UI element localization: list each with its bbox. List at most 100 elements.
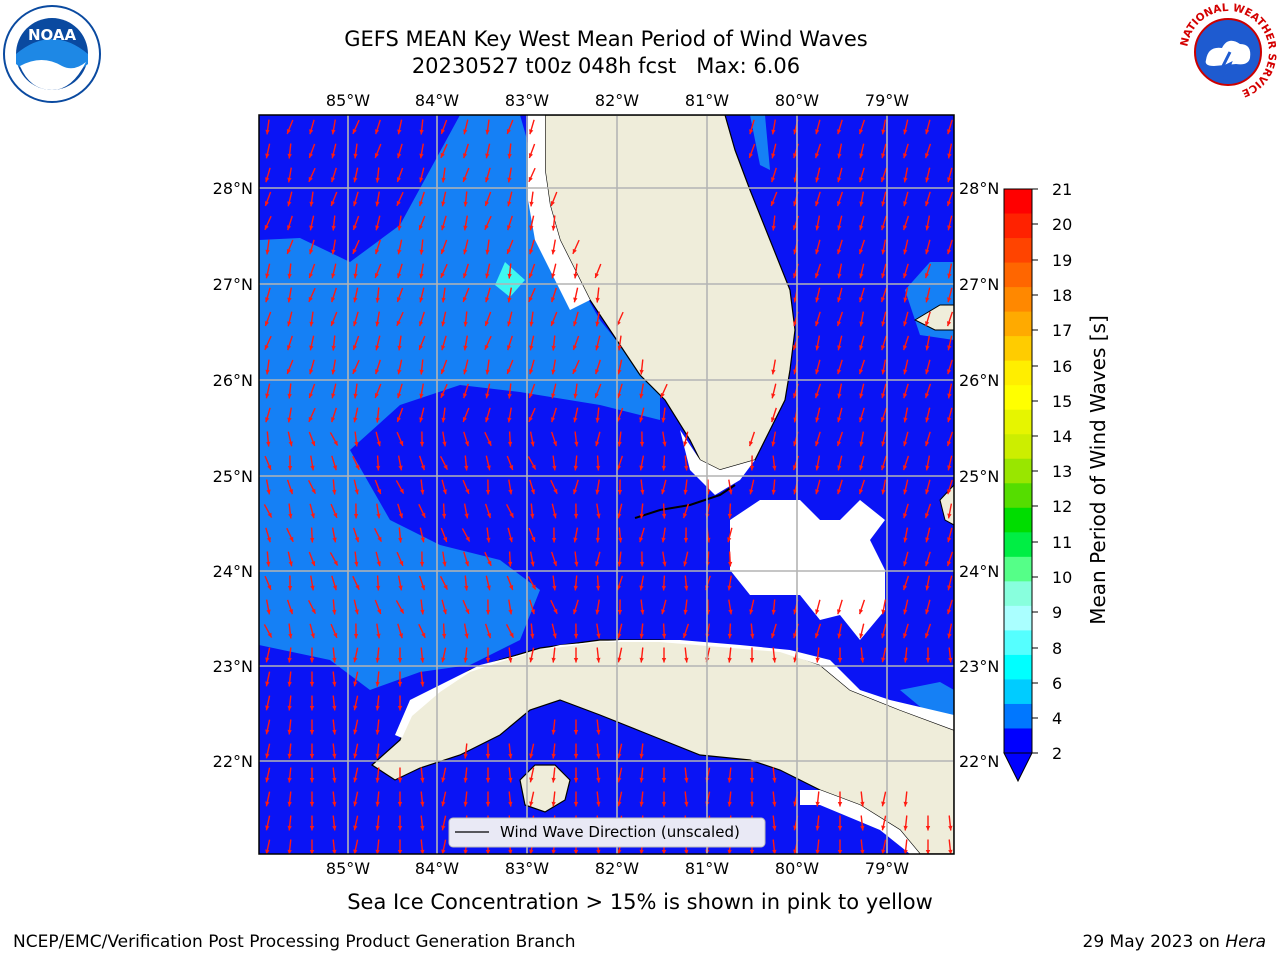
wind-arrow-head bbox=[375, 801, 380, 807]
lat-tick-label: 25°N bbox=[959, 467, 999, 486]
wind-arrow-head bbox=[594, 273, 599, 278]
colorbar-tick-label: 12 bbox=[1052, 497, 1072, 516]
wind-arrow-head bbox=[573, 585, 578, 591]
wind-arrow-head bbox=[507, 273, 512, 279]
wind-arrow-head bbox=[551, 777, 556, 783]
wind-arrow-head bbox=[509, 512, 514, 518]
wind-arrow-head bbox=[903, 825, 908, 831]
wind-arrow-head bbox=[264, 321, 269, 326]
wind-arrow-head bbox=[531, 584, 536, 590]
wind-arrow-head bbox=[353, 657, 358, 663]
wind-arrow-head bbox=[332, 489, 337, 495]
colorbar-tick-label: 2 bbox=[1052, 744, 1062, 763]
wind-arrow-head bbox=[815, 225, 820, 231]
wind-arrow-head bbox=[595, 369, 600, 375]
wind-arrow-head bbox=[353, 825, 358, 831]
wind-arrow-head bbox=[374, 273, 379, 278]
wind-arrow-head bbox=[573, 297, 578, 303]
wind-arrow-head bbox=[529, 753, 534, 759]
wind-arrow-head bbox=[925, 297, 930, 303]
wind-arrow-head bbox=[354, 489, 359, 495]
wind-arrow-head bbox=[332, 465, 337, 471]
wind-arrow-head bbox=[397, 153, 402, 159]
wind-arrow-head bbox=[331, 249, 336, 255]
wind-arrow-head bbox=[837, 633, 842, 639]
wind-arrow-head bbox=[837, 201, 842, 207]
wind-arrow-head bbox=[662, 441, 667, 447]
wind-arrow-head bbox=[727, 585, 732, 591]
wind-arrow-head bbox=[859, 369, 864, 375]
lat-tick-label: 23°N bbox=[213, 657, 253, 676]
wind-arrow-head bbox=[903, 273, 908, 279]
wind-arrow-head bbox=[486, 537, 491, 543]
wind-arrow-head bbox=[421, 632, 426, 638]
wind-arrow-head bbox=[925, 585, 930, 591]
wind-arrow-head bbox=[727, 537, 732, 543]
wind-arrow-head bbox=[440, 249, 445, 254]
wind-arrow-head bbox=[420, 489, 425, 495]
wind-arrow-head bbox=[859, 273, 864, 279]
colorbar-segment bbox=[1004, 189, 1032, 215]
wind-arrow-head bbox=[375, 321, 380, 327]
lon-tick-label: 82°W bbox=[595, 859, 639, 878]
wind-arrow-head bbox=[484, 224, 489, 230]
wind-arrow-head bbox=[464, 585, 469, 591]
wind-arrow-head bbox=[332, 537, 337, 543]
wind-arrow-head bbox=[265, 801, 270, 807]
wind-arrow-head bbox=[311, 488, 316, 494]
wind-arrow-head bbox=[353, 801, 358, 807]
wind-arrow-head bbox=[419, 249, 424, 255]
wind-arrow-head bbox=[749, 609, 754, 615]
wind-arrow-head bbox=[485, 153, 490, 159]
wind-arrow-head bbox=[859, 201, 864, 207]
wind-arrow-head bbox=[440, 152, 445, 158]
wind-arrow-head bbox=[771, 609, 776, 615]
wind-arrow-head bbox=[463, 201, 468, 207]
wind-arrow-head bbox=[595, 417, 600, 423]
wind-arrow-head bbox=[596, 777, 601, 783]
wind-arrow-head bbox=[617, 753, 622, 759]
wind-arrow-head bbox=[573, 465, 578, 471]
wind-arrow-head bbox=[375, 225, 380, 231]
wind-arrow-head bbox=[462, 177, 467, 182]
colorbar-segment bbox=[1004, 385, 1032, 411]
wind-arrow-head bbox=[552, 633, 557, 639]
wind-arrow-head bbox=[815, 369, 820, 375]
lon-tick-label: 80°W bbox=[775, 91, 819, 110]
wind-arrow-head bbox=[309, 345, 314, 351]
wind-arrow-head bbox=[815, 657, 820, 663]
wind-arrow-head bbox=[837, 153, 842, 159]
wind-arrow-head bbox=[903, 369, 908, 375]
wind-arrow-head bbox=[442, 513, 447, 519]
wind-arrow-head bbox=[287, 849, 292, 854]
wind-arrow-head bbox=[683, 633, 688, 639]
wind-arrow-head bbox=[552, 585, 557, 591]
wind-arrow-head bbox=[881, 849, 886, 854]
wind-arrow-head bbox=[551, 753, 556, 759]
wind-arrow-head bbox=[903, 441, 908, 447]
wind-arrow-head bbox=[815, 609, 820, 615]
colorbar-tick-label: 10 bbox=[1052, 568, 1072, 587]
wind-arrow-head bbox=[771, 177, 776, 183]
wind-arrow-head bbox=[507, 177, 512, 183]
wind-arrow-head bbox=[442, 489, 447, 495]
wind-arrow-head bbox=[595, 537, 600, 543]
wind-arrow-head bbox=[330, 321, 335, 326]
wind-arrow-head bbox=[859, 153, 864, 159]
colorbar-segment bbox=[1004, 703, 1032, 729]
wind-arrow-head bbox=[617, 633, 622, 639]
wind-arrow-head bbox=[881, 801, 886, 807]
wind-arrow-head bbox=[309, 802, 315, 807]
wind-arrow-head bbox=[903, 561, 908, 567]
wind-arrow-head bbox=[749, 489, 754, 495]
wind-arrow-head bbox=[353, 201, 358, 207]
wind-arrow-head bbox=[288, 441, 293, 447]
wind-arrow-head bbox=[311, 441, 316, 446]
wind-arrow-head bbox=[837, 826, 843, 831]
wind-arrow-head bbox=[265, 825, 270, 831]
wind-arrow-head bbox=[859, 297, 864, 303]
wind-arrow-head bbox=[288, 633, 293, 639]
wind-arrow-head bbox=[925, 489, 930, 495]
wind-arrow-head bbox=[484, 344, 489, 350]
